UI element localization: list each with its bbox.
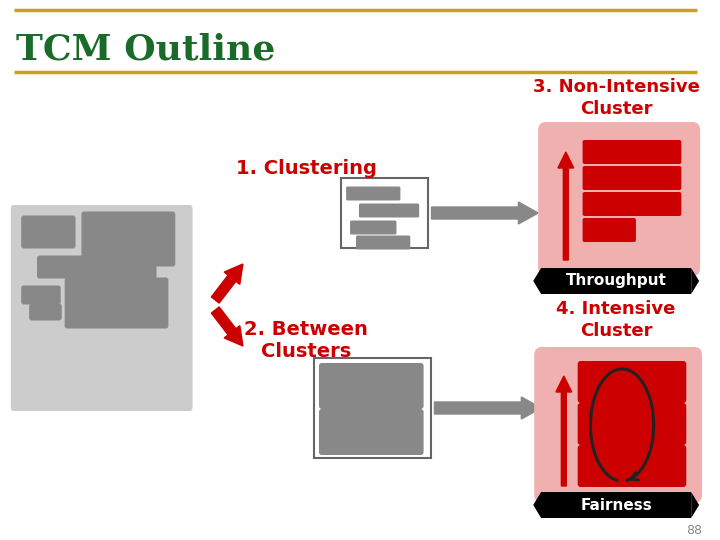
FancyBboxPatch shape: [84, 260, 156, 282]
FancyBboxPatch shape: [577, 445, 686, 487]
FancyBboxPatch shape: [29, 303, 62, 321]
FancyArrow shape: [431, 202, 538, 224]
FancyArrow shape: [212, 264, 243, 303]
FancyBboxPatch shape: [319, 409, 423, 455]
FancyArrow shape: [556, 376, 572, 486]
FancyBboxPatch shape: [81, 212, 175, 267]
FancyBboxPatch shape: [314, 358, 431, 458]
Text: 2. Between
Clusters: 2. Between Clusters: [244, 320, 368, 361]
FancyBboxPatch shape: [577, 403, 686, 445]
FancyBboxPatch shape: [21, 286, 60, 305]
FancyBboxPatch shape: [582, 218, 636, 242]
FancyBboxPatch shape: [341, 178, 428, 248]
FancyArrow shape: [434, 397, 541, 419]
Text: 1. Clustering: 1. Clustering: [235, 159, 377, 178]
FancyBboxPatch shape: [37, 255, 116, 279]
FancyBboxPatch shape: [582, 192, 681, 216]
Text: 88: 88: [686, 523, 702, 537]
Text: 4. Intensive
Cluster: 4. Intensive Cluster: [557, 300, 676, 340]
Text: TCM Outline: TCM Outline: [16, 33, 275, 67]
Polygon shape: [691, 492, 699, 518]
FancyBboxPatch shape: [359, 204, 419, 218]
FancyBboxPatch shape: [541, 492, 691, 518]
FancyBboxPatch shape: [534, 347, 702, 503]
FancyBboxPatch shape: [319, 363, 423, 409]
FancyBboxPatch shape: [582, 166, 681, 190]
Polygon shape: [534, 268, 541, 294]
FancyArrow shape: [212, 307, 243, 346]
FancyBboxPatch shape: [21, 215, 76, 248]
Text: Fairness: Fairness: [580, 497, 652, 512]
FancyBboxPatch shape: [11, 205, 192, 411]
FancyBboxPatch shape: [350, 220, 397, 234]
FancyArrow shape: [558, 152, 574, 260]
FancyBboxPatch shape: [346, 186, 400, 200]
Polygon shape: [691, 268, 699, 294]
Text: 3. Non-Intensive
Cluster: 3. Non-Intensive Cluster: [533, 78, 700, 118]
Text: Throughput: Throughput: [566, 273, 667, 288]
FancyBboxPatch shape: [356, 235, 410, 249]
FancyBboxPatch shape: [541, 268, 691, 294]
FancyBboxPatch shape: [65, 278, 168, 328]
FancyBboxPatch shape: [538, 122, 700, 276]
FancyBboxPatch shape: [577, 361, 686, 403]
FancyBboxPatch shape: [582, 140, 681, 164]
Polygon shape: [534, 492, 541, 518]
